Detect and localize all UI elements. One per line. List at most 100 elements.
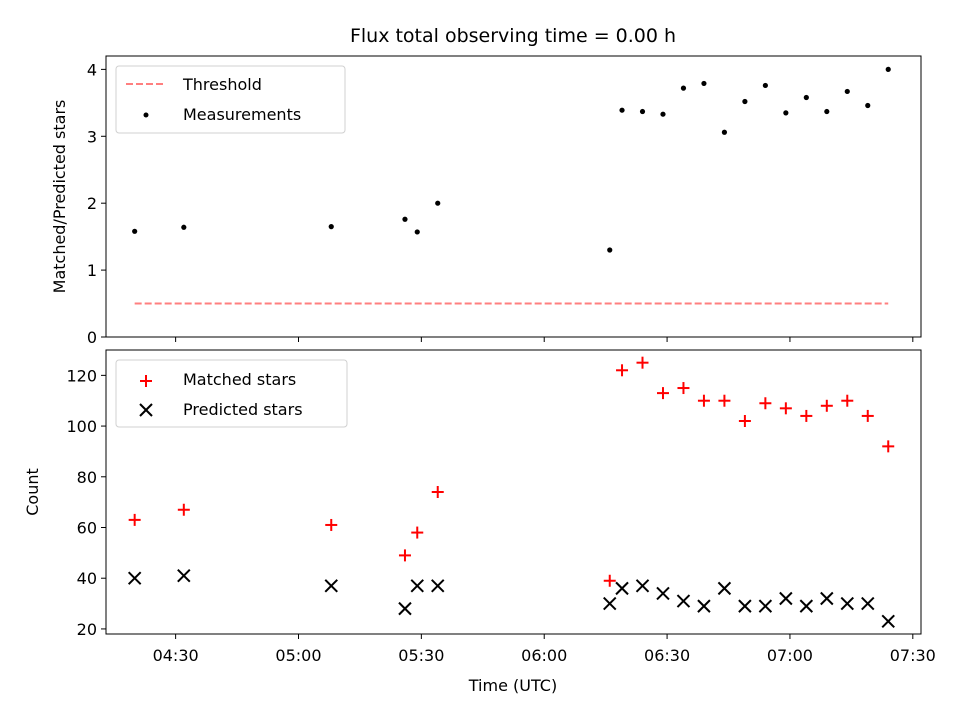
predicted-star-point <box>717 581 732 596</box>
measurement-point <box>414 229 420 235</box>
predicted-star-point <box>398 601 412 616</box>
ratio-ytick-label: 4 <box>87 60 97 79</box>
matched-star-point <box>616 364 629 377</box>
legend-threshold-label: Threshold <box>182 75 262 94</box>
matched-star-point <box>738 415 751 427</box>
measurement-point <box>803 94 809 101</box>
matched-star-point <box>882 440 895 453</box>
ratio-yticks: 0 1 2 3 4 <box>87 60 106 347</box>
predicted-star-point <box>697 599 711 613</box>
matched-star-point <box>861 409 874 422</box>
predicted-star-point <box>738 599 752 613</box>
measurement-point <box>721 129 728 135</box>
ratio-legend-box <box>115 65 346 134</box>
predicted-star-point <box>840 596 854 611</box>
measurement-point <box>824 108 830 115</box>
count-ylabel: Count <box>23 468 42 516</box>
measurement-point <box>619 107 625 113</box>
measurement-point <box>435 200 441 206</box>
matched-star-point <box>411 526 424 539</box>
measurement-point <box>660 111 666 117</box>
ratio-axes-frame <box>105 55 922 338</box>
ratio-ylabel: Matched/Predicted stars <box>50 100 69 294</box>
matched-star-point <box>636 356 649 369</box>
count-ytick-label: 100 <box>66 417 97 436</box>
matched-star-point <box>779 402 792 415</box>
matched-star-point <box>677 382 690 395</box>
count-ytick-label: 80 <box>77 468 97 487</box>
matched-star-point <box>177 503 190 516</box>
matched-star-point <box>759 397 772 410</box>
legend-measurements-label: Measurements <box>183 105 301 124</box>
predicted-star-point <box>779 591 793 606</box>
measurement-point <box>607 247 613 253</box>
count-xtick-label: 06:00 <box>521 646 567 665</box>
matched-star-point <box>656 387 669 400</box>
ratio-ytick-label: 3 <box>87 127 97 146</box>
predicted-star-point <box>861 596 875 611</box>
matched-star-point <box>841 394 854 407</box>
matched-star-point <box>800 409 813 422</box>
measurement-point <box>639 108 646 115</box>
count-marks <box>127 356 895 629</box>
measurement-point <box>783 110 789 116</box>
predicted-star-point <box>635 579 650 593</box>
predicted-star-point <box>656 586 670 601</box>
matched-star-point <box>431 486 444 498</box>
measurement-point <box>132 228 138 234</box>
measurement-point <box>328 224 334 230</box>
count-xticks: 04:30 05:00 05:30 06:00 06:30 07:00 07:30 <box>153 634 936 665</box>
predicted-star-point <box>177 568 191 583</box>
count-xtick-label: 04:30 <box>153 646 199 665</box>
legend-predicted-x-icon <box>139 403 153 417</box>
measurement-point <box>885 66 891 72</box>
predicted-star-point <box>676 594 691 608</box>
ratio-xticks <box>175 337 914 342</box>
measurement-point <box>865 102 871 109</box>
measurement-point <box>402 216 408 222</box>
ratio-legend: Threshold Measurements <box>115 65 346 134</box>
legend-measurement-dot-icon <box>143 112 149 118</box>
count-xtick-label: 07:30 <box>890 646 936 665</box>
ratio-panel: Matched/Predicted stars 0 1 2 3 4 Threshold … <box>50 55 922 347</box>
count-ytick-label: 40 <box>77 569 97 588</box>
predicted-star-point <box>758 599 773 613</box>
legend-predicted-label: Predicted stars <box>183 400 303 419</box>
matched-star-point <box>718 394 731 407</box>
count-xtick-label: 05:00 <box>275 646 321 665</box>
ratio-ytick-label: 1 <box>87 261 97 280</box>
count-ytick-label: 120 <box>66 366 97 385</box>
measurement-point <box>844 88 850 95</box>
predicted-star-point <box>410 579 424 593</box>
count-ytick-label: 20 <box>77 620 97 639</box>
chart-title: Flux total observing time = 0.00 h <box>350 25 676 47</box>
measurement-point <box>742 98 748 105</box>
matched-star-point <box>697 394 710 407</box>
count-xtick-label: 07:00 <box>767 646 813 665</box>
matched-star-point <box>398 549 411 562</box>
count-axes-frame <box>105 349 922 635</box>
measurement-point <box>680 85 687 91</box>
matched-star-point <box>820 399 833 412</box>
legend-matched-plus-icon <box>140 375 152 387</box>
count-xlabel: Time (UTC) <box>468 676 557 695</box>
ratio-ytick-label: 2 <box>87 194 97 213</box>
count-xtick-label: 05:30 <box>398 646 444 665</box>
count-yticks: 20 40 60 80 100 120 <box>66 366 106 639</box>
matched-star-point <box>603 574 616 587</box>
ratio-marks <box>132 66 891 305</box>
count-xtick-label: 06:30 <box>644 646 690 665</box>
predicted-star-point <box>324 579 338 593</box>
predicted-star-point <box>615 581 629 596</box>
count-ytick-label: 60 <box>77 519 97 538</box>
ratio-ytick-label: 0 <box>87 328 97 347</box>
measurement-point <box>181 224 187 230</box>
matched-star-point <box>128 513 141 526</box>
predicted-star-point <box>881 614 895 629</box>
predicted-star-point <box>431 579 445 593</box>
matched-star-point <box>325 518 338 531</box>
measurement-point <box>701 80 707 87</box>
count-legend-box <box>115 359 348 428</box>
predicted-star-point <box>820 591 834 606</box>
predicted-star-point <box>603 596 617 611</box>
